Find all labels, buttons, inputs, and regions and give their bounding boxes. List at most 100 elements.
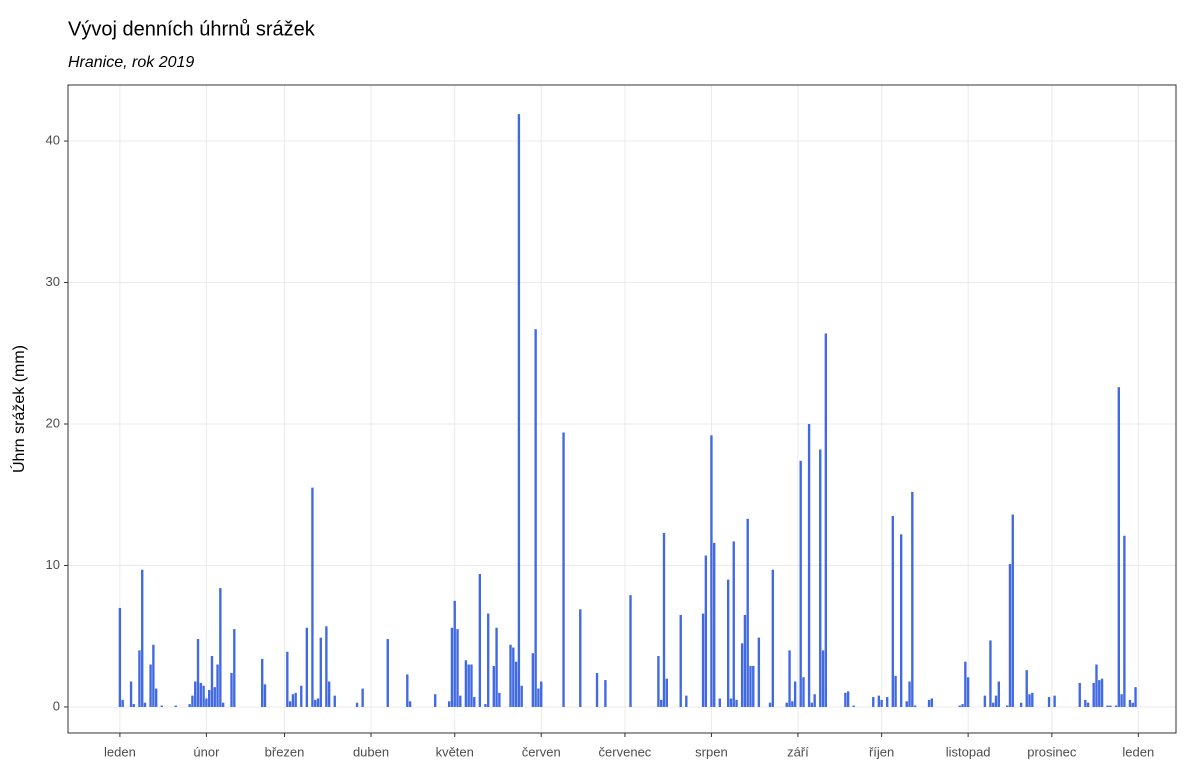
bar: [447, 701, 451, 707]
bar: [743, 615, 747, 707]
bar: [1053, 695, 1056, 707]
bar: [261, 658, 264, 707]
bar: [196, 639, 200, 707]
bar: [905, 701, 908, 707]
bar: [233, 629, 236, 707]
bar: [512, 647, 515, 707]
bar: [749, 665, 752, 707]
bar: [132, 704, 136, 707]
bar: [531, 653, 535, 707]
x-tick-label: listopad: [946, 744, 991, 759]
bar: [213, 687, 216, 707]
bar: [199, 682, 203, 707]
bar: [1131, 702, 1134, 707]
bar: [961, 704, 964, 707]
bar: [983, 695, 987, 707]
bar: [1100, 678, 1104, 707]
bar: [210, 656, 214, 707]
bar: [473, 697, 476, 707]
bar: [1134, 687, 1137, 707]
bar: [154, 688, 158, 707]
bar: [579, 609, 582, 707]
bar: [819, 449, 822, 707]
bar: [852, 705, 855, 707]
bar: [537, 688, 540, 707]
bar: [325, 626, 328, 707]
x-tick-label: leden: [1122, 744, 1154, 759]
bar: [1078, 682, 1081, 707]
bar: [288, 701, 292, 707]
bar: [174, 705, 177, 707]
bar: [710, 435, 713, 707]
bar: [799, 460, 802, 707]
bar: [141, 569, 144, 707]
bar: [992, 702, 995, 707]
bar: [604, 680, 607, 707]
bar: [291, 694, 295, 707]
bar: [886, 697, 889, 707]
bar: [785, 702, 788, 707]
bar: [718, 698, 721, 707]
bar: [286, 651, 289, 707]
bar: [927, 699, 931, 707]
bar: [408, 701, 412, 707]
bar: [877, 695, 881, 707]
x-tick-label: prosinec: [1027, 744, 1077, 759]
bar: [1098, 680, 1101, 707]
bar: [958, 705, 961, 707]
x-tick-label: říjen: [869, 744, 894, 759]
x-tick-label: duben: [353, 744, 389, 759]
bar: [679, 615, 682, 707]
bar: [305, 627, 309, 707]
x-tick-label: leden: [104, 744, 136, 759]
bar: [704, 555, 708, 707]
bar: [685, 695, 688, 707]
bar: [966, 677, 970, 707]
bar: [207, 689, 211, 707]
bar: [793, 681, 797, 707]
bar: [657, 656, 660, 707]
bar: [495, 627, 498, 707]
bar: [118, 607, 122, 707]
bar: [1031, 692, 1034, 707]
bar: [872, 697, 875, 707]
bar: [498, 692, 501, 707]
bar: [230, 673, 233, 707]
y-axis-label: Úhrn srážek (mm): [9, 345, 28, 473]
bar: [1109, 705, 1112, 707]
bar: [492, 665, 495, 707]
bar: [316, 698, 320, 707]
bar: [149, 664, 152, 707]
bar: [964, 661, 967, 707]
y-tick-label: 20: [46, 415, 60, 430]
bar: [1106, 705, 1109, 707]
bar: [911, 491, 914, 707]
y-tick-label: 40: [46, 132, 60, 147]
bar: [880, 699, 883, 707]
bar: [478, 573, 482, 707]
bar: [294, 692, 297, 707]
bar: [660, 699, 663, 707]
bar: [908, 681, 911, 707]
bar: [913, 705, 917, 707]
bar: [540, 681, 543, 707]
bar: [595, 673, 599, 707]
bar: [891, 515, 894, 707]
bar: [216, 664, 219, 707]
bar: [1008, 564, 1012, 707]
bar: [899, 534, 903, 707]
plot-border: [67, 84, 1177, 734]
bar: [464, 660, 468, 707]
bar: [1019, 702, 1023, 707]
bar: [406, 674, 409, 707]
bar: [1123, 535, 1126, 707]
bar: [219, 588, 222, 707]
x-tick-label: červen: [522, 744, 561, 759]
x-tick-label: září: [787, 744, 809, 759]
bar: [629, 595, 632, 707]
bar: [509, 644, 512, 707]
bar: [121, 699, 124, 707]
bar: [802, 677, 805, 707]
bar: [138, 650, 141, 707]
